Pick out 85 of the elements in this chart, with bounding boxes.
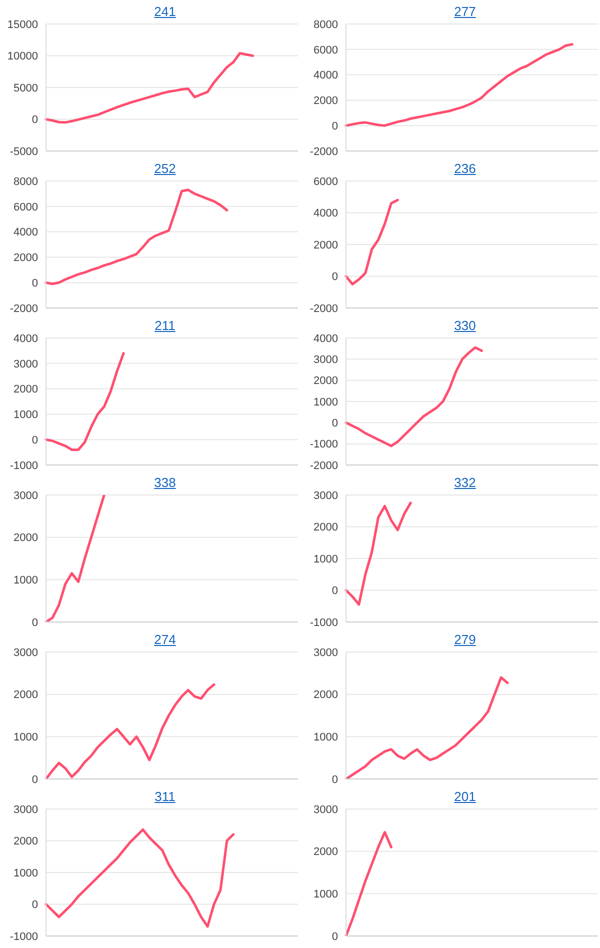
y-tick-label: 1000 [14, 409, 38, 422]
y-tick-label: 2000 [314, 239, 338, 252]
y-tick-label: 6000 [14, 201, 38, 214]
y-tick-label: 3000 [314, 804, 338, 816]
y-tick-label: 0 [332, 930, 338, 943]
y-tick-label: 0 [32, 899, 38, 912]
line-series [44, 683, 216, 779]
y-tick-label: 5000 [14, 82, 38, 94]
y-tick-label: 0 [332, 418, 338, 430]
line-series [344, 198, 399, 286]
y-tick-label: -1000 [10, 460, 38, 472]
line-series [344, 346, 483, 448]
y-tick-label: 4000 [14, 332, 38, 345]
chart-title: 241 [153, 3, 177, 20]
y-tick-label: 0 [32, 434, 38, 447]
chart-title: 277 [453, 3, 477, 20]
chart-title: 236 [453, 160, 477, 177]
y-tick-label: 3000 [314, 490, 338, 502]
chart-title: 338 [153, 474, 177, 491]
chart-title: 279 [453, 631, 477, 648]
y-tick-label: 1000 [314, 888, 338, 901]
y-tick-label: 2000 [14, 836, 38, 848]
y-tick-label: 2000 [314, 95, 338, 108]
chart-title: 252 [153, 160, 177, 177]
y-tick-label: 1000 [314, 553, 338, 566]
y-tick-label: 2000 [14, 384, 38, 396]
y-tick-label: 15000 [7, 18, 38, 31]
y-tick-label: 2000 [314, 375, 338, 388]
line-series [44, 52, 254, 124]
y-tick-label: -1000 [310, 438, 338, 451]
y-tick-label: 0 [332, 120, 338, 133]
y-tick-label: 6000 [314, 44, 338, 56]
y-tick-label: -2000 [310, 460, 338, 472]
y-tick-label: 3000 [14, 804, 38, 816]
chart-title: 311 [154, 788, 176, 805]
y-tick-label: 3000 [314, 646, 338, 659]
line-series [44, 495, 106, 622]
y-tick-label: 3000 [14, 646, 38, 659]
y-tick-label: 8000 [14, 176, 38, 188]
y-tick-label: 2000 [314, 522, 338, 534]
y-tick-label: 2000 [314, 846, 338, 858]
y-tick-label: 1000 [314, 732, 338, 744]
y-tick-label: 8000 [314, 18, 338, 31]
chart-title: 274 [153, 631, 177, 648]
y-tick-label: 1000 [14, 732, 38, 744]
y-tick-label: -2000 [310, 302, 338, 315]
line-series [344, 43, 574, 127]
y-tick-label: 1000 [14, 867, 38, 880]
y-tick-label: 0 [32, 616, 38, 629]
y-tick-label: 3000 [14, 358, 38, 370]
y-tick-label: 0 [332, 774, 338, 786]
y-tick-label: 3000 [14, 490, 38, 502]
y-tick-label: 2000 [14, 532, 38, 544]
y-tick-label: 4000 [14, 226, 38, 239]
y-tick-label: -1000 [10, 930, 38, 943]
y-tick-label: 0 [332, 585, 338, 598]
y-tick-label: 1000 [14, 574, 38, 587]
y-tick-label: 3000 [314, 354, 338, 366]
y-tick-label: 0 [32, 114, 38, 126]
y-tick-label: 0 [32, 774, 38, 786]
y-tick-label: 2000 [314, 689, 338, 702]
chart-title: 330 [453, 317, 477, 334]
y-tick-label: 2000 [14, 689, 38, 702]
y-tick-label: 4000 [314, 332, 338, 345]
y-tick-label: 0 [332, 271, 338, 284]
y-tick-label: 10000 [7, 50, 38, 63]
chart-title: 332 [453, 474, 477, 491]
y-tick-label: -2000 [310, 146, 338, 158]
line-series [344, 676, 509, 779]
y-tick-label: 6000 [314, 176, 338, 188]
y-tick-label: 0 [32, 278, 38, 290]
y-tick-label: 1000 [314, 396, 338, 408]
chart-title: 211 [154, 317, 176, 334]
line-series [44, 188, 228, 286]
line-series [344, 502, 412, 606]
y-tick-label: -1000 [310, 616, 338, 629]
line-series [44, 828, 235, 928]
y-tick-label: 2000 [14, 252, 38, 264]
y-tick-label: -5000 [10, 146, 38, 158]
line-series [44, 352, 125, 452]
chart-title: 201 [453, 788, 477, 805]
y-tick-label: 4000 [314, 208, 338, 220]
line-series [344, 831, 392, 936]
y-tick-label: -2000 [10, 302, 38, 315]
y-tick-label: 4000 [314, 70, 338, 82]
